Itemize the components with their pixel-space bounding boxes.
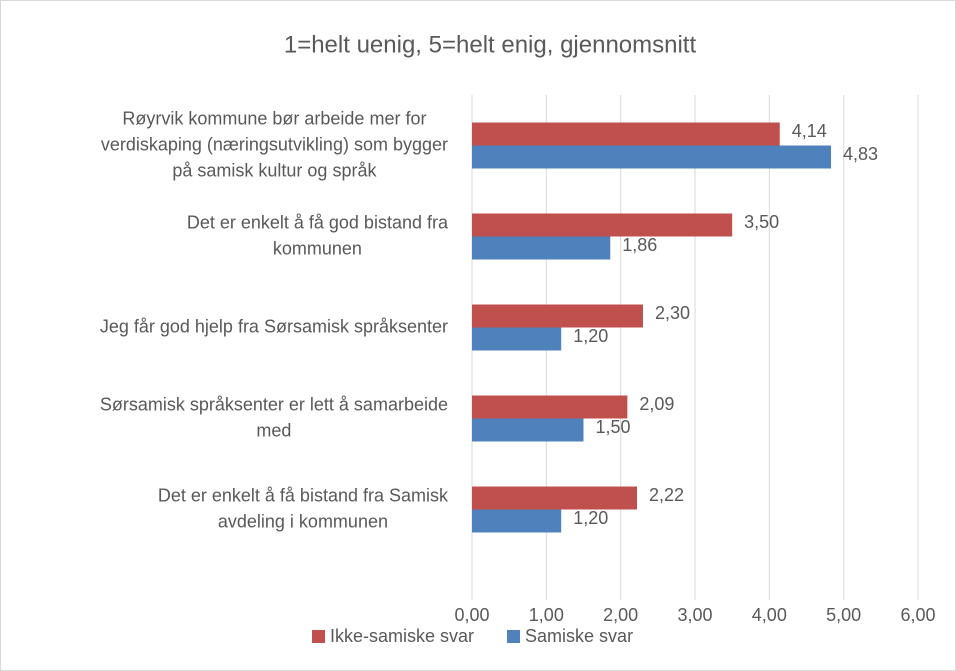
bar bbox=[472, 236, 611, 260]
x-tick-label: 1,00 bbox=[529, 605, 564, 625]
category-label: Det er enkelt å få god bistand fra bbox=[187, 212, 449, 232]
x-tick-label: 0,00 bbox=[454, 605, 489, 625]
bar bbox=[472, 304, 643, 328]
bar bbox=[472, 213, 733, 237]
x-tick-label: 6,00 bbox=[900, 605, 935, 625]
x-tick-label: 4,00 bbox=[752, 605, 787, 625]
category-label: Jeg får god hjelp fra Sørsamisk språksen… bbox=[100, 316, 448, 336]
value-label: 1,50 bbox=[596, 417, 631, 437]
category-label: på samisk kultur og språk bbox=[172, 160, 377, 180]
category-label: med bbox=[256, 420, 291, 440]
value-label: 3,50 bbox=[744, 212, 779, 232]
category-label: verdiskaping (næringsutvikling) som bygg… bbox=[101, 134, 448, 154]
legend-swatch bbox=[507, 630, 521, 643]
x-tick-label: 5,00 bbox=[826, 605, 861, 625]
value-label: 1,86 bbox=[622, 235, 657, 255]
value-label: 2,30 bbox=[655, 303, 690, 323]
category-label: Det er enkelt å få bistand fra Samisk bbox=[158, 485, 449, 505]
value-label: 4,83 bbox=[843, 144, 878, 164]
value-label: 2,09 bbox=[639, 394, 674, 414]
bar bbox=[472, 395, 628, 419]
bar bbox=[472, 327, 562, 351]
category-label: Sørsamisk språksenter er lett å samarbei… bbox=[100, 394, 448, 414]
value-label: 1,20 bbox=[573, 508, 608, 528]
bar bbox=[472, 509, 562, 533]
value-label: 4,14 bbox=[792, 121, 827, 141]
x-tick-label: 3,00 bbox=[677, 605, 712, 625]
bar bbox=[472, 122, 780, 146]
x-tick-label: 2,00 bbox=[603, 605, 638, 625]
bar bbox=[472, 145, 832, 169]
value-label: 2,22 bbox=[649, 485, 684, 505]
bar bbox=[472, 418, 584, 442]
legend-swatch bbox=[312, 630, 325, 643]
category-label: Røyrvik kommune bør arbeide mer for bbox=[122, 108, 426, 128]
legend-label: Samiske svar bbox=[525, 626, 633, 646]
category-label: avdeling i kommunen bbox=[218, 511, 388, 531]
bar bbox=[472, 486, 638, 510]
value-label: 1,20 bbox=[573, 326, 608, 346]
chart-title: 1=helt uenig, 5=helt enig, gjennomsnitt bbox=[284, 31, 697, 58]
legend-label: Ikke-samiske svar bbox=[330, 626, 474, 646]
category-label: kommunen bbox=[273, 238, 362, 258]
